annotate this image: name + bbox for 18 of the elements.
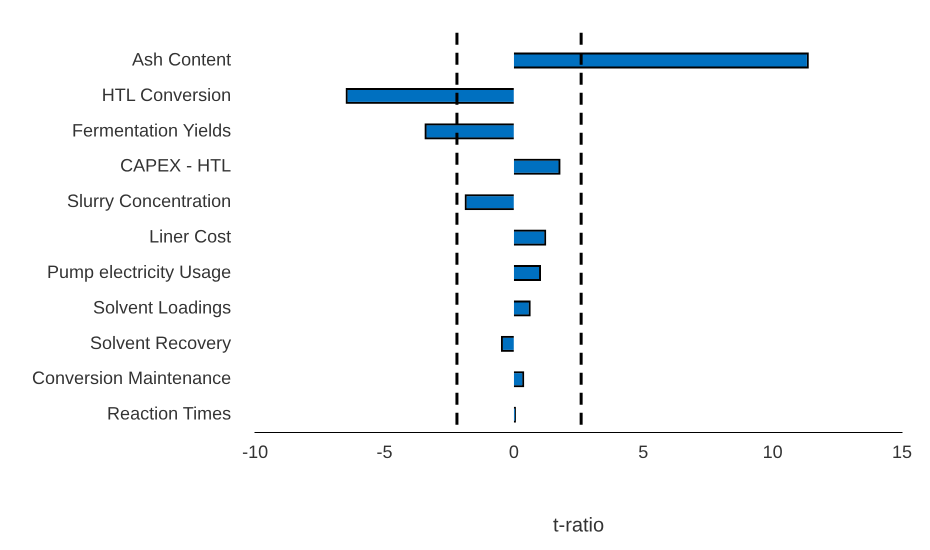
y-tick-label: Solvent Loadings: [93, 297, 232, 318]
y-tick-label: CAPEX - HTL: [120, 156, 232, 176]
x-tick-label: -5: [376, 442, 392, 462]
y-tick-label: Pump electricity Usage: [47, 262, 232, 282]
y-tick-label: Liner Cost: [149, 226, 232, 247]
y-tick-label: Fermentation Yields: [72, 120, 232, 140]
x-axis-title: t-ratio: [552, 514, 604, 537]
y-tick-label: Slurry Concentration: [67, 191, 232, 212]
x-tick-label: -10: [242, 442, 268, 462]
y-tick-label: Solvent Recovery: [90, 332, 232, 353]
y-tick-label: Reaction Times: [107, 404, 232, 424]
x-tick-label: 15: [892, 442, 912, 462]
x-tick-label: 10: [762, 442, 783, 462]
x-tick-label: 5: [638, 442, 648, 462]
y-tick-label: Ash Content: [132, 49, 232, 70]
y-tick-label: Conversion Maintenance: [32, 368, 232, 388]
x-tick-label: 0: [508, 442, 519, 462]
y-tick-label: HTL Conversion: [102, 84, 232, 105]
